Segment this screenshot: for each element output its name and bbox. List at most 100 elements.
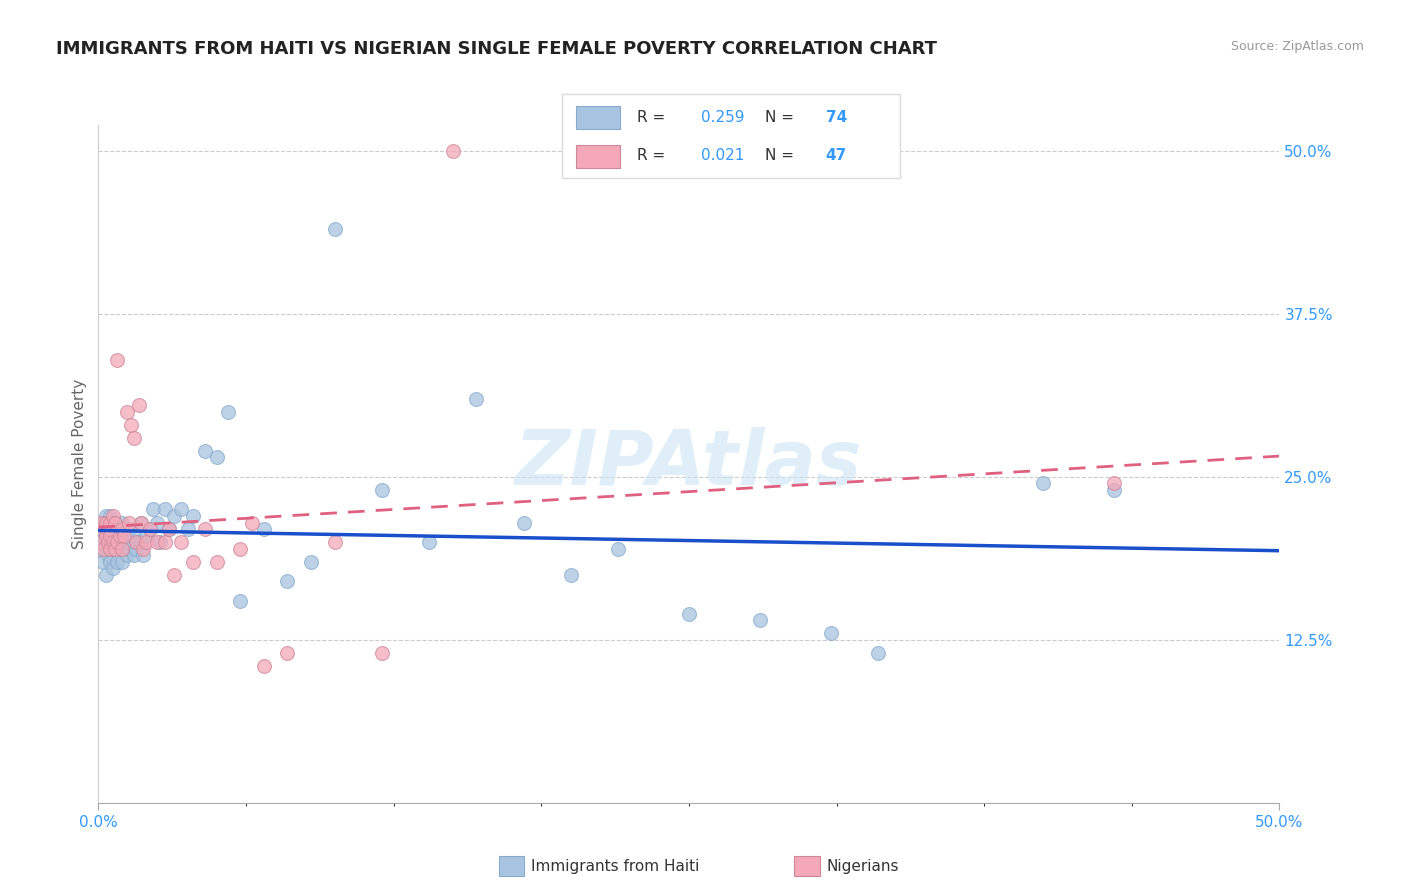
Point <box>91 555 114 569</box>
Point <box>125 535 148 549</box>
Point <box>132 548 155 562</box>
Point <box>108 535 131 549</box>
Point <box>115 405 138 419</box>
FancyBboxPatch shape <box>576 105 620 129</box>
Point <box>678 607 700 621</box>
Point <box>560 567 582 582</box>
Point <box>177 522 200 536</box>
Text: N =: N = <box>765 148 799 163</box>
Point <box>101 561 124 575</box>
Point <box>108 522 131 536</box>
Point <box>229 593 252 607</box>
Point <box>101 508 124 523</box>
Point <box>104 516 127 530</box>
Point <box>153 502 176 516</box>
Point <box>97 516 120 530</box>
Point <box>441 144 464 158</box>
Y-axis label: Single Female Poverty: Single Female Poverty <box>72 379 87 549</box>
Point <box>129 516 152 530</box>
Point <box>240 516 263 530</box>
Point <box>371 483 394 497</box>
Point <box>97 535 120 549</box>
Point <box>91 522 114 536</box>
Point <box>98 541 121 556</box>
Point <box>194 443 217 458</box>
Point <box>118 516 141 530</box>
Point <box>170 502 193 516</box>
Point <box>94 528 117 542</box>
Point <box>128 535 150 549</box>
Text: Source: ZipAtlas.com: Source: ZipAtlas.com <box>1230 40 1364 54</box>
Point <box>122 528 145 542</box>
Point <box>748 613 770 627</box>
Point <box>135 535 157 549</box>
Point <box>135 528 157 542</box>
Point <box>118 541 141 556</box>
Point <box>229 541 252 556</box>
Point <box>253 659 276 673</box>
Point <box>323 535 346 549</box>
Point <box>149 535 172 549</box>
Point <box>465 392 488 406</box>
Point <box>157 522 180 536</box>
Text: Nigerians: Nigerians <box>827 859 900 873</box>
Point <box>98 516 121 530</box>
Text: R =: R = <box>637 110 669 125</box>
Point <box>105 535 128 549</box>
Point <box>111 522 134 536</box>
Point <box>104 541 127 556</box>
Point <box>1032 476 1054 491</box>
Point <box>94 516 117 530</box>
Point <box>104 528 127 542</box>
Point <box>91 516 114 530</box>
Point <box>121 535 143 549</box>
FancyBboxPatch shape <box>576 145 620 169</box>
Point <box>98 541 121 556</box>
Point <box>142 502 165 516</box>
Point <box>512 516 534 530</box>
Point <box>163 567 186 582</box>
Point <box>111 516 134 530</box>
Point <box>132 541 155 556</box>
Text: 0.021: 0.021 <box>700 148 744 163</box>
Point <box>108 528 131 542</box>
Point <box>94 522 117 536</box>
Point <box>181 508 204 523</box>
Point <box>97 522 120 536</box>
Point <box>205 555 228 569</box>
Point <box>97 535 120 549</box>
Point <box>97 528 120 542</box>
Point <box>607 541 630 556</box>
Point <box>98 522 121 536</box>
Point <box>105 352 128 367</box>
Point <box>163 508 186 523</box>
Point <box>90 535 112 549</box>
Point <box>111 555 134 569</box>
Point <box>90 522 112 536</box>
Point <box>129 535 152 549</box>
Text: IMMIGRANTS FROM HAITI VS NIGERIAN SINGLE FEMALE POVERTY CORRELATION CHART: IMMIGRANTS FROM HAITI VS NIGERIAN SINGLE… <box>56 40 938 58</box>
Point <box>181 555 204 569</box>
Point <box>1102 483 1125 497</box>
Point <box>101 541 124 556</box>
Point <box>820 626 842 640</box>
Point <box>122 548 145 562</box>
Point <box>153 535 176 549</box>
Point <box>276 574 298 589</box>
Point <box>94 541 117 556</box>
Point <box>146 535 169 549</box>
Point <box>115 548 138 562</box>
Point <box>104 516 127 530</box>
Point <box>253 522 276 536</box>
Point <box>90 516 112 530</box>
Text: ZIPAtlas: ZIPAtlas <box>515 427 863 500</box>
Point <box>146 516 169 530</box>
Point <box>90 541 112 556</box>
Point <box>128 398 150 412</box>
Point <box>194 522 217 536</box>
Point <box>1102 476 1125 491</box>
Point <box>121 417 143 432</box>
Point <box>105 555 128 569</box>
Point <box>139 522 162 536</box>
Point <box>205 450 228 465</box>
